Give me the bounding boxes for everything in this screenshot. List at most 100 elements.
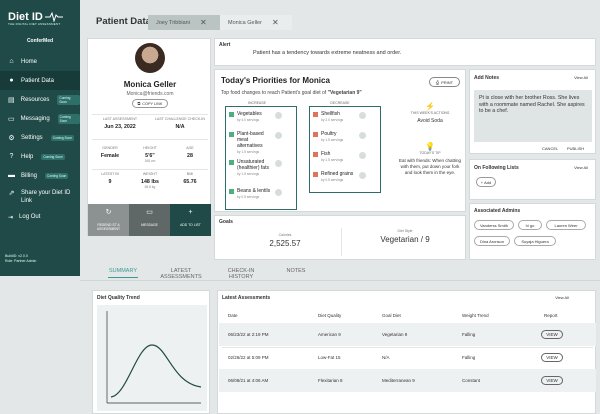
up-arrow-icon (229, 160, 234, 165)
sidebar-item-messaging[interactable]: ▭ Messaging Coming Soon (0, 109, 80, 128)
check-circle-icon[interactable] (359, 132, 366, 139)
notes-textarea[interactable]: Pt is close with her brother Ross. She l… (474, 90, 592, 142)
alert-label: Alert (219, 42, 231, 48)
tab-latest-assessments[interactable]: LATEST ASSESSMENTS (160, 268, 202, 280)
divider (92, 139, 208, 140)
row-date: 06/23/22 at 2:19 PM (228, 332, 269, 337)
chat-icon: ▭ (146, 209, 153, 216)
add-to-list-button[interactable]: + ADD TO LIST (170, 204, 211, 236)
trend-label: Diet Quality Trend (97, 295, 140, 301)
trend-chart-area (97, 305, 207, 411)
admin-chip[interactable]: Lauren Weer (546, 220, 586, 230)
card-icon: ▬ (8, 172, 15, 179)
weight: WEIGHT 148 lbs 65.8 kg (130, 172, 170, 189)
sidebar-item-share-link[interactable]: ⇗ Share your Diet ID Link (0, 185, 80, 211)
admin-chip[interactable]: Vanderss Smith (474, 220, 514, 230)
stat-label: GENDER (102, 146, 118, 150)
sidebar-item-settings[interactable]: ⚙ Settings Coming Soon (0, 128, 80, 147)
avatar (135, 43, 165, 73)
view-all-link[interactable]: View All (574, 75, 588, 80)
check-circle-icon[interactable] (275, 189, 282, 196)
admin-chip[interactable]: Suyaja Higuera (514, 236, 556, 246)
table-row (219, 323, 596, 346)
user-role: Role: Partner Admin (5, 259, 37, 263)
latest-label: Latest Assessments (222, 295, 271, 301)
logout-icon: ⇥ (8, 215, 14, 221)
row-goal: Mediterranean 9 (382, 378, 415, 383)
plus-icon: + (188, 209, 193, 216)
admin-chip[interactable]: hi go (518, 220, 542, 230)
copy-link-label: COPY LINK (142, 101, 163, 106)
check-circle-icon[interactable] (359, 152, 366, 159)
button-label: RESEND ST A ASSESSMENT (96, 223, 121, 231)
check-circle-icon[interactable] (275, 132, 282, 139)
sidebar-item-label: Home (21, 58, 38, 65)
patient-tab-joey[interactable]: Joey Tribbiani ✕ (148, 15, 220, 30)
diet-quality-trend-card: Diet Quality Trend (92, 290, 210, 414)
row-trend: Constant (462, 378, 481, 383)
admin-chip[interactable]: Dina Aronson (474, 236, 510, 246)
following-lists-card: On Following Lists View All + Add (469, 159, 596, 200)
week-label: THIS WEEK'S ACTIONS (410, 111, 450, 115)
build-id: BuildID: v2.0.0 (5, 254, 28, 258)
sidebar-item-billing[interactable]: ▬ Billing Coming Soon (0, 166, 80, 185)
publish-button[interactable]: PUBLISH (567, 146, 585, 151)
patient-tab-monica[interactable]: Monica Geller ✕ (220, 15, 292, 30)
row-date: 02/26/22 at 5:09 PM (228, 355, 269, 360)
tab-summary[interactable]: SUMMARY (108, 268, 138, 278)
coming-soon-badge: Coming Soon (57, 113, 80, 124)
view-report-button[interactable]: VIEW (541, 330, 563, 339)
notes-label: Add Notes (474, 75, 499, 81)
add-list-button[interactable]: + Add (476, 177, 496, 187)
sidebar: Diet ID THE DIGITAL DIET ASSESSMENT Conf… (0, 0, 80, 276)
alert-card: Alert Patient has a tendency towards ext… (214, 38, 596, 66)
logo-text: Diet ID (8, 11, 43, 23)
print-button[interactable]: ⎙ PRINT (429, 77, 460, 87)
tab-checkin-history[interactable]: CHECK-IN HISTORY (227, 268, 255, 280)
check-circle-icon[interactable] (359, 112, 366, 119)
message-button[interactable]: ▭ MESSAGE (129, 204, 170, 236)
row-trend: Falling (462, 355, 476, 360)
latest-bi: LATEST BI 9 (90, 172, 130, 185)
view-report-button[interactable]: VIEW (541, 353, 563, 362)
food-serving: by 0.5 servings (237, 195, 260, 199)
goal-value: Vegetarian / 9 (380, 235, 430, 244)
tip-text: Eat with friends: When chatting with the… (398, 158, 462, 175)
stat-value: 28 (187, 153, 193, 159)
sidebar-item-patient-data[interactable]: ● Patient Data (0, 71, 80, 90)
chat-icon: ▭ (8, 115, 15, 123)
tab-notes[interactable]: NOTES (286, 268, 306, 274)
coming-soon-badge: Coming Soon (45, 172, 69, 179)
close-icon[interactable]: ✕ (199, 18, 207, 27)
view-all-link[interactable]: View All (574, 165, 588, 170)
home-icon: ⌂ (9, 58, 14, 65)
goal-label: Diet Style (397, 229, 413, 233)
view-all-link[interactable]: View All (555, 295, 569, 300)
check-circle-icon[interactable] (359, 172, 366, 179)
sidebar-item-help[interactable]: ? Help Coming Soon (0, 147, 80, 166)
cancel-button[interactable]: CANCEL (542, 146, 559, 151)
divider (92, 114, 208, 115)
view-report-button[interactable]: VIEW (541, 376, 563, 385)
down-arrow-icon (313, 152, 318, 157)
latest-assessments-card: Latest Assessments View All Date Diet Qu… (217, 290, 596, 414)
sidebar-item-home[interactable]: ⌂ Home (0, 52, 80, 71)
close-icon[interactable]: ✕ (271, 18, 279, 27)
tab-label: Joey Tribbiani (156, 19, 190, 26)
diet-id-logo[interactable]: Diet ID (0, 0, 80, 28)
patient-email: Monica@friends.com (126, 91, 174, 97)
row-goal: Vegetarian 9 (382, 332, 408, 337)
sidebar-item-resources[interactable]: ▤ Resources Coming Soon (0, 90, 80, 109)
button-label: ADD TO LIST (180, 223, 201, 227)
check-circle-icon[interactable] (275, 160, 282, 167)
stat-value: 65.76 (183, 179, 197, 185)
sidebar-item-label: Patient Data (21, 77, 55, 84)
bmi: BMI 65.76 (170, 172, 210, 185)
priorities-card: Today's Priorities for Monica ⎙ PRINT Top… (214, 69, 466, 212)
check-circle-icon[interactable] (275, 112, 282, 119)
stat-label: WEIGHT (142, 172, 158, 176)
resend-assessment-button[interactable]: ↻ RESEND ST A ASSESSMENT (88, 204, 129, 236)
logout-button[interactable]: ⇥ Log Out (8, 214, 40, 221)
build-info: BuildID: v2.0.0 Role: Partner Admin (5, 254, 36, 264)
copy-link-button[interactable]: ⧉ COPY LINK (132, 99, 168, 108)
